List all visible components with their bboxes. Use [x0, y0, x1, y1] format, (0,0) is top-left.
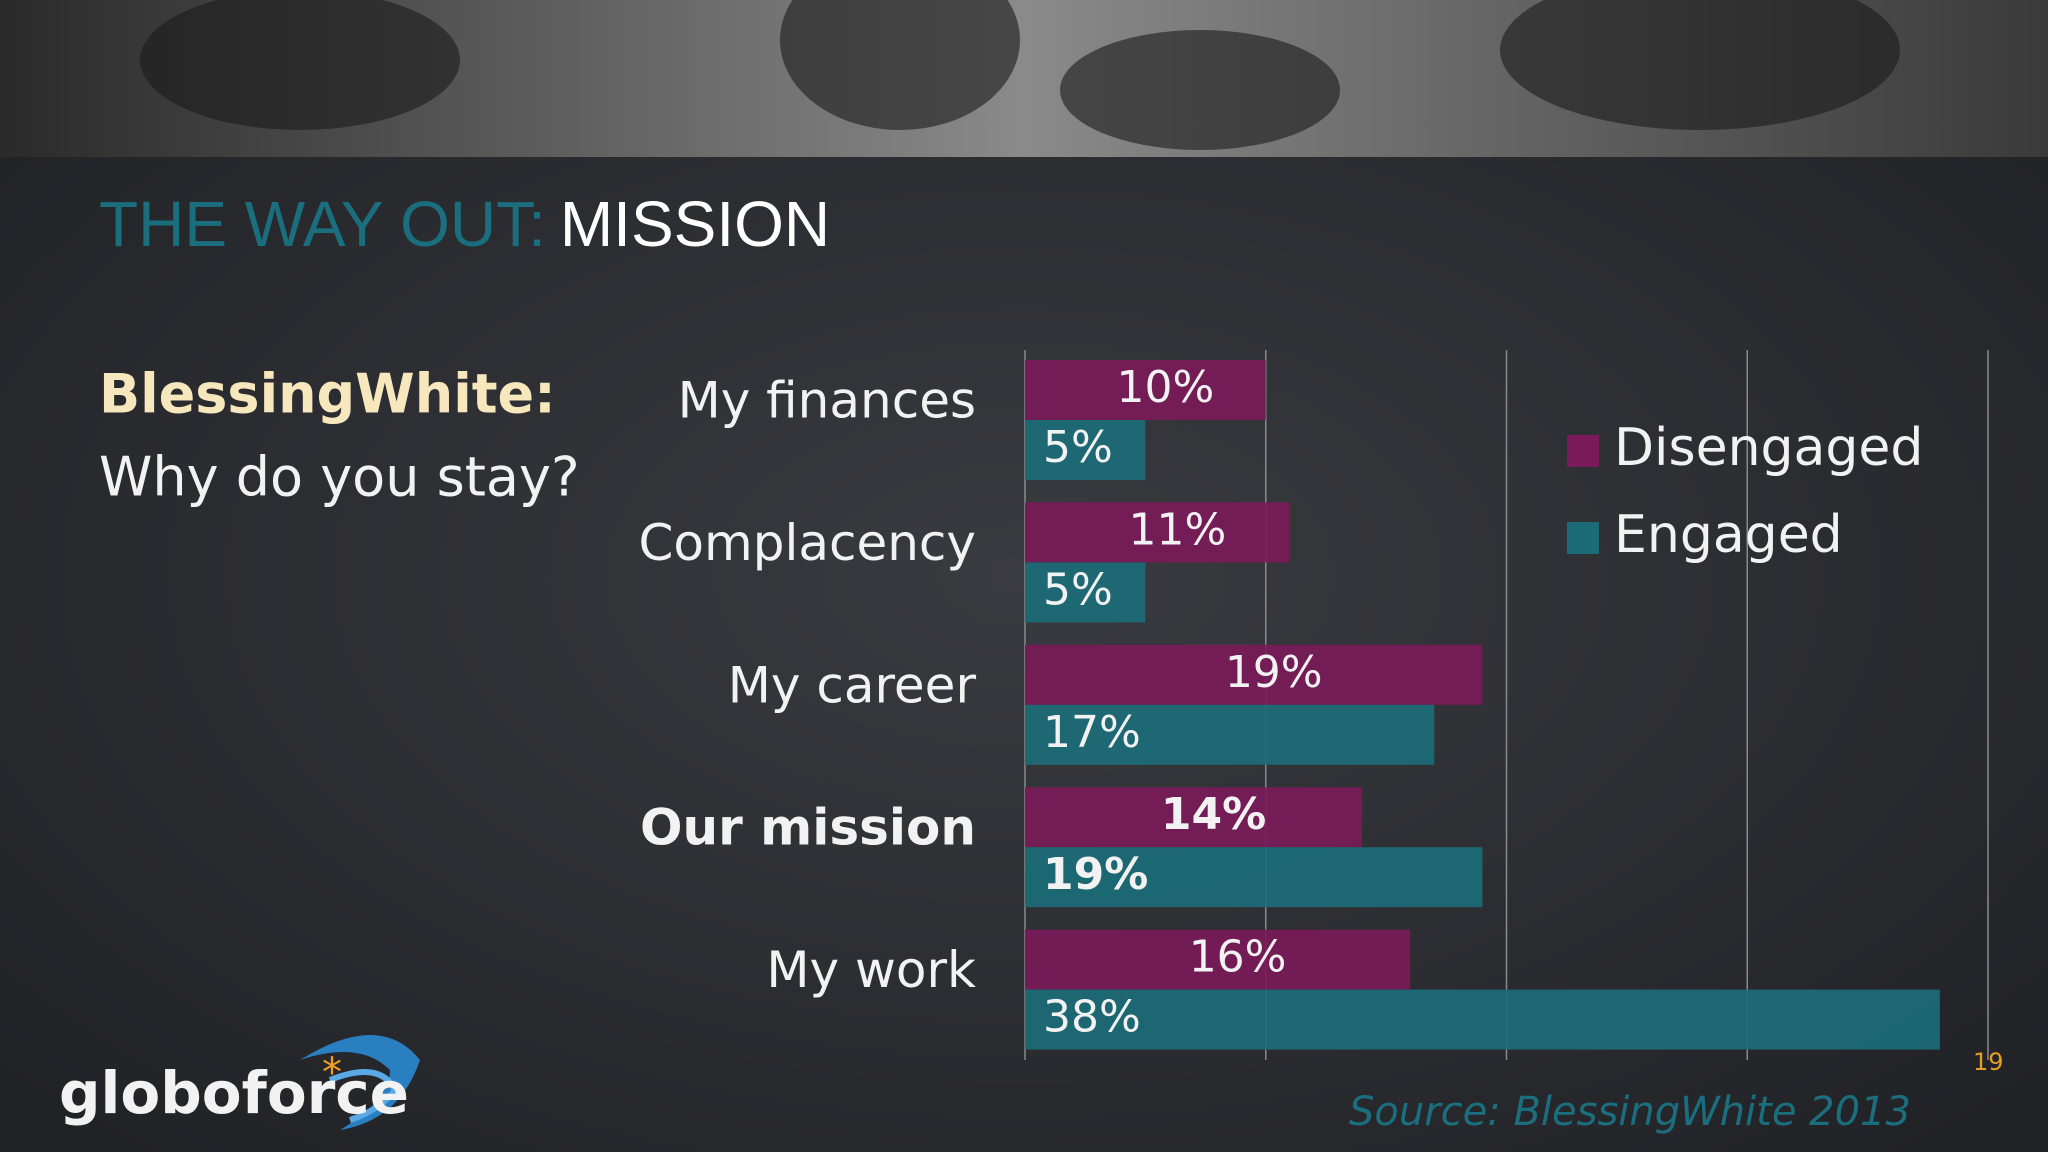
bar — [1025, 360, 1266, 420]
logo-text: globoforce — [59, 1059, 409, 1127]
legend-label: Disengaged — [1614, 418, 1923, 478]
intro-question: Why do you stay? — [99, 446, 580, 509]
logo-swoosh — [328, 1069, 399, 1123]
value-label: 19% — [1043, 849, 1148, 900]
value-label: 5% — [1043, 422, 1113, 473]
logo-swoosh — [300, 1035, 420, 1130]
source: Source: BlessingWhite 2013 — [1349, 1089, 1911, 1135]
page-number: 19 — [1973, 1048, 2004, 1076]
bar — [1025, 929, 1411, 990]
bar — [1025, 644, 1483, 705]
intro-source: BlessingWhite: — [99, 363, 556, 426]
value-label: 16% — [1189, 932, 1287, 983]
category-label: My finances — [678, 372, 976, 430]
bar — [1025, 562, 1146, 623]
value-label: 19% — [1225, 647, 1323, 698]
bar — [1025, 989, 1940, 1050]
legend-swatch — [1567, 522, 1599, 554]
category-label: Complacency — [639, 514, 977, 572]
value-label: 17% — [1043, 707, 1141, 758]
category-label: My career — [728, 656, 977, 714]
bar — [1025, 704, 1435, 765]
value-label: 10% — [1116, 362, 1214, 413]
category-label: My work — [766, 941, 976, 999]
bar — [1025, 787, 1363, 848]
photo-texture — [140, 0, 1900, 150]
logo: globoforce * — [59, 1035, 420, 1130]
value-label: 38% — [1043, 992, 1141, 1043]
bar — [1025, 420, 1146, 480]
bar — [1025, 502, 1290, 563]
value-label: 5% — [1043, 564, 1113, 615]
slide-title: THE WAY OUT: MISSION — [99, 188, 830, 260]
value-label: 11% — [1129, 504, 1227, 555]
legend-swatch — [1567, 435, 1599, 467]
bar — [1025, 847, 1483, 908]
value-label: 14% — [1161, 789, 1266, 840]
category-label: Our mission — [640, 799, 976, 857]
title-lead: THE WAY OUT: — [99, 188, 546, 260]
chart: My finances 10%5%Complacency 11%5%My caree… — [639, 350, 1989, 1060]
legend-label: Engaged — [1614, 505, 1843, 565]
logo-star: * — [322, 1050, 342, 1096]
title-main: MISSION — [560, 188, 830, 260]
